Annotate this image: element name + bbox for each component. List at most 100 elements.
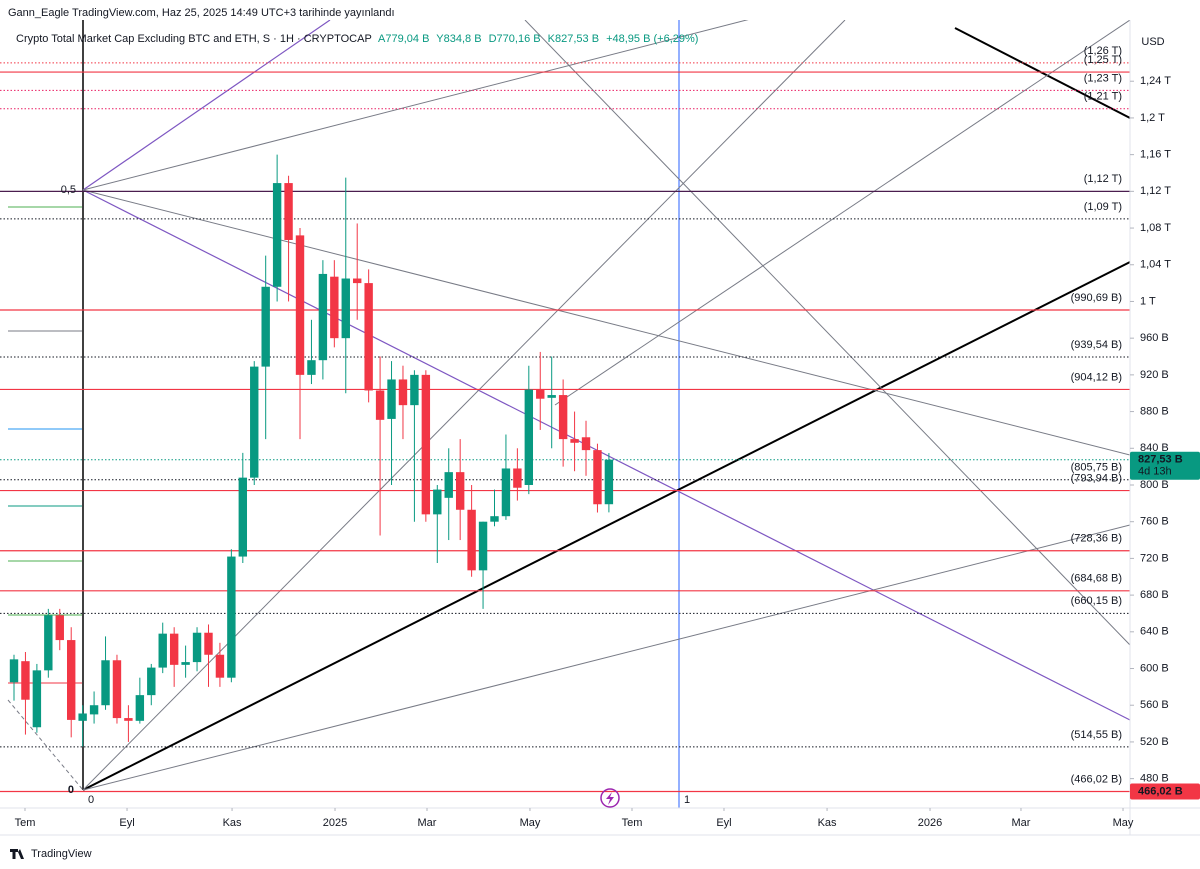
level-label: (990,69 B) xyxy=(1071,292,1122,304)
candle-body xyxy=(55,615,64,641)
drawings xyxy=(7,20,1130,808)
candle-body xyxy=(558,395,568,440)
candle-body xyxy=(353,278,362,284)
level-label: (904,12 B) xyxy=(1071,371,1122,383)
candle-body xyxy=(295,235,305,375)
y-tick-label: 1,04 T xyxy=(1140,259,1171,271)
x-tick-label: Kas xyxy=(818,817,837,829)
x-tick-label: Tem xyxy=(622,817,643,829)
level-label: (466,02 B) xyxy=(1071,773,1122,785)
candle-body xyxy=(21,661,30,700)
candle-body xyxy=(570,439,579,443)
candle-body xyxy=(135,695,145,721)
level-label: (1,21 T) xyxy=(1084,91,1122,103)
candle-body xyxy=(593,450,602,505)
fan-line xyxy=(82,261,1130,791)
level-label: (1,09 T) xyxy=(1084,201,1122,213)
candle-body xyxy=(147,667,156,696)
y-tick-label: 600 B xyxy=(1140,662,1169,674)
x-tick-label: 2025 xyxy=(323,817,347,829)
candle-body xyxy=(67,640,76,720)
candle-body xyxy=(192,632,202,663)
candle-body xyxy=(501,468,511,517)
event-icon xyxy=(606,792,614,805)
y-tick-label: 640 B xyxy=(1140,626,1169,638)
candle-body xyxy=(387,379,396,419)
y-tick-label: 1,12 T xyxy=(1140,185,1171,197)
candle-body xyxy=(158,633,167,668)
y-tick-label: 1,24 T xyxy=(1140,75,1171,87)
y-tick-label: 480 B xyxy=(1140,773,1169,785)
price-badge-label: 827,53 B xyxy=(1138,454,1183,466)
fan-line xyxy=(554,20,1130,406)
fan-line xyxy=(82,20,331,191)
candle-body xyxy=(364,283,373,391)
candle-body xyxy=(238,477,248,557)
y-tick-label: 760 B xyxy=(1140,516,1169,528)
y-tick-label: 920 B xyxy=(1140,369,1169,381)
candle-body xyxy=(227,556,236,678)
legend-high: Y834,8 B xyxy=(436,33,481,45)
candle-body xyxy=(375,390,385,420)
level-label: (684,68 B) xyxy=(1071,573,1122,585)
candle-body xyxy=(444,472,453,498)
candle-body xyxy=(455,472,465,510)
fan-line xyxy=(82,189,1130,721)
candle-body xyxy=(318,273,328,361)
legend-low: D770,16 B xyxy=(489,33,541,45)
x-tick-label: May xyxy=(1113,817,1134,829)
x-tick-label: Tem xyxy=(15,817,36,829)
level-label: (793,94 B) xyxy=(1071,472,1122,484)
y-tick-label: 1,2 T xyxy=(1140,112,1165,124)
level-label: (1,12 T) xyxy=(1084,173,1122,185)
x-tick-label: Mar xyxy=(1011,817,1030,829)
fan-line xyxy=(954,27,1130,119)
candle-body xyxy=(204,632,213,655)
candle-body xyxy=(250,366,259,478)
y-tick-label: 680 B xyxy=(1140,589,1169,601)
candle-body xyxy=(478,521,488,571)
candle-body xyxy=(581,437,591,451)
level-label: (1,23 T) xyxy=(1084,72,1122,84)
candle-body xyxy=(124,718,133,721)
level-label: (939,54 B) xyxy=(1071,339,1122,351)
logo-icon xyxy=(10,849,24,859)
candles xyxy=(9,154,614,747)
candle-body xyxy=(341,278,350,339)
level-label: (1,26 T) xyxy=(1084,45,1122,57)
header: Gann_Eagle TradingView.com, Haz 25, 2025… xyxy=(8,7,395,19)
candle-body xyxy=(169,633,179,665)
candle-body xyxy=(215,654,225,678)
y-tick-label: 840 B xyxy=(1140,442,1169,454)
fan-line xyxy=(82,20,749,191)
candle-body xyxy=(284,183,293,240)
candle-body xyxy=(433,489,442,515)
x-tick-label: Eyl xyxy=(716,817,731,829)
event-icon[interactable] xyxy=(600,788,620,808)
y-tick-label: 1,16 T xyxy=(1140,149,1171,161)
fan-line xyxy=(524,20,1130,646)
fan-label: 1 xyxy=(684,794,690,806)
legend: Crypto Total Market Cap Excluding BTC an… xyxy=(16,33,698,45)
x-tick-label: 2026 xyxy=(918,817,942,829)
level-label: (805,75 B) xyxy=(1071,462,1122,474)
candle-body xyxy=(261,286,270,367)
legend-close: K827,53 B xyxy=(548,33,599,45)
x-tick-label: Mar xyxy=(418,817,437,829)
candle-body xyxy=(44,615,53,671)
y-tick-label: 1 T xyxy=(1140,295,1156,307)
candle-body xyxy=(547,395,556,398)
y-tick-label: 560 B xyxy=(1140,699,1169,711)
y-tick-label: 880 B xyxy=(1140,405,1169,417)
candle-body xyxy=(89,705,99,715)
candle-body xyxy=(112,660,122,719)
y-tick-label: 800 B xyxy=(1140,479,1169,491)
candle-body xyxy=(410,374,419,406)
legend-change: +48,95 B (+6,29%) xyxy=(606,33,698,45)
candle-body xyxy=(604,459,614,505)
x-tick-label: May xyxy=(520,817,541,829)
level-label: (728,36 B) xyxy=(1071,533,1122,545)
x-tick-label: Eyl xyxy=(119,817,134,829)
fib-label: 0 xyxy=(68,784,74,796)
